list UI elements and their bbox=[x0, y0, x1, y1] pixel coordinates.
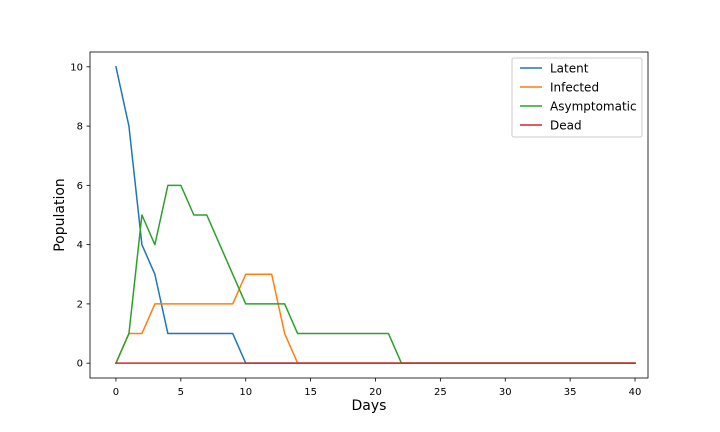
plot-frame bbox=[89, 51, 649, 379]
legend-items: Latent Infected Asymptomatic Dead bbox=[520, 62, 637, 133]
x-tick-label: 15 bbox=[304, 387, 317, 398]
y-tick-label: 4 bbox=[77, 240, 83, 251]
x-tick-label: 35 bbox=[564, 387, 577, 398]
y-tick-label: 6 bbox=[77, 181, 83, 192]
x-tick-label: 30 bbox=[499, 387, 512, 398]
y-axis-label: Population bbox=[52, 178, 68, 252]
y-axis-ticks: 0 2 4 6 8 10 bbox=[70, 62, 90, 370]
x-tick-label: 40 bbox=[629, 387, 642, 398]
x-tick-label: 0 bbox=[113, 387, 119, 398]
legend: Latent Infected Asymptomatic Dead bbox=[511, 57, 643, 138]
legend-label-infected: Infected bbox=[550, 81, 599, 95]
series-lines bbox=[114, 65, 636, 365]
x-axis-label: Days bbox=[352, 398, 387, 414]
y-tick-label: 8 bbox=[77, 122, 83, 133]
y-tick-label: 10 bbox=[70, 62, 83, 73]
legend-label-latent: Latent bbox=[550, 62, 589, 76]
legend-box bbox=[511, 57, 643, 138]
y-tick-label: 0 bbox=[77, 359, 83, 370]
legend-label-dead: Dead bbox=[550, 119, 582, 133]
x-tick-label: 10 bbox=[239, 387, 252, 398]
legend-label-asymptomatic: Asymptomatic bbox=[550, 100, 637, 114]
x-axis-ticks: 0 5 10 15 20 25 30 35 40 bbox=[113, 378, 642, 398]
x-tick-label: 25 bbox=[434, 387, 447, 398]
x-tick-label: 20 bbox=[369, 387, 382, 398]
y-tick-label: 2 bbox=[77, 299, 83, 310]
x-tick-label: 5 bbox=[178, 387, 184, 398]
